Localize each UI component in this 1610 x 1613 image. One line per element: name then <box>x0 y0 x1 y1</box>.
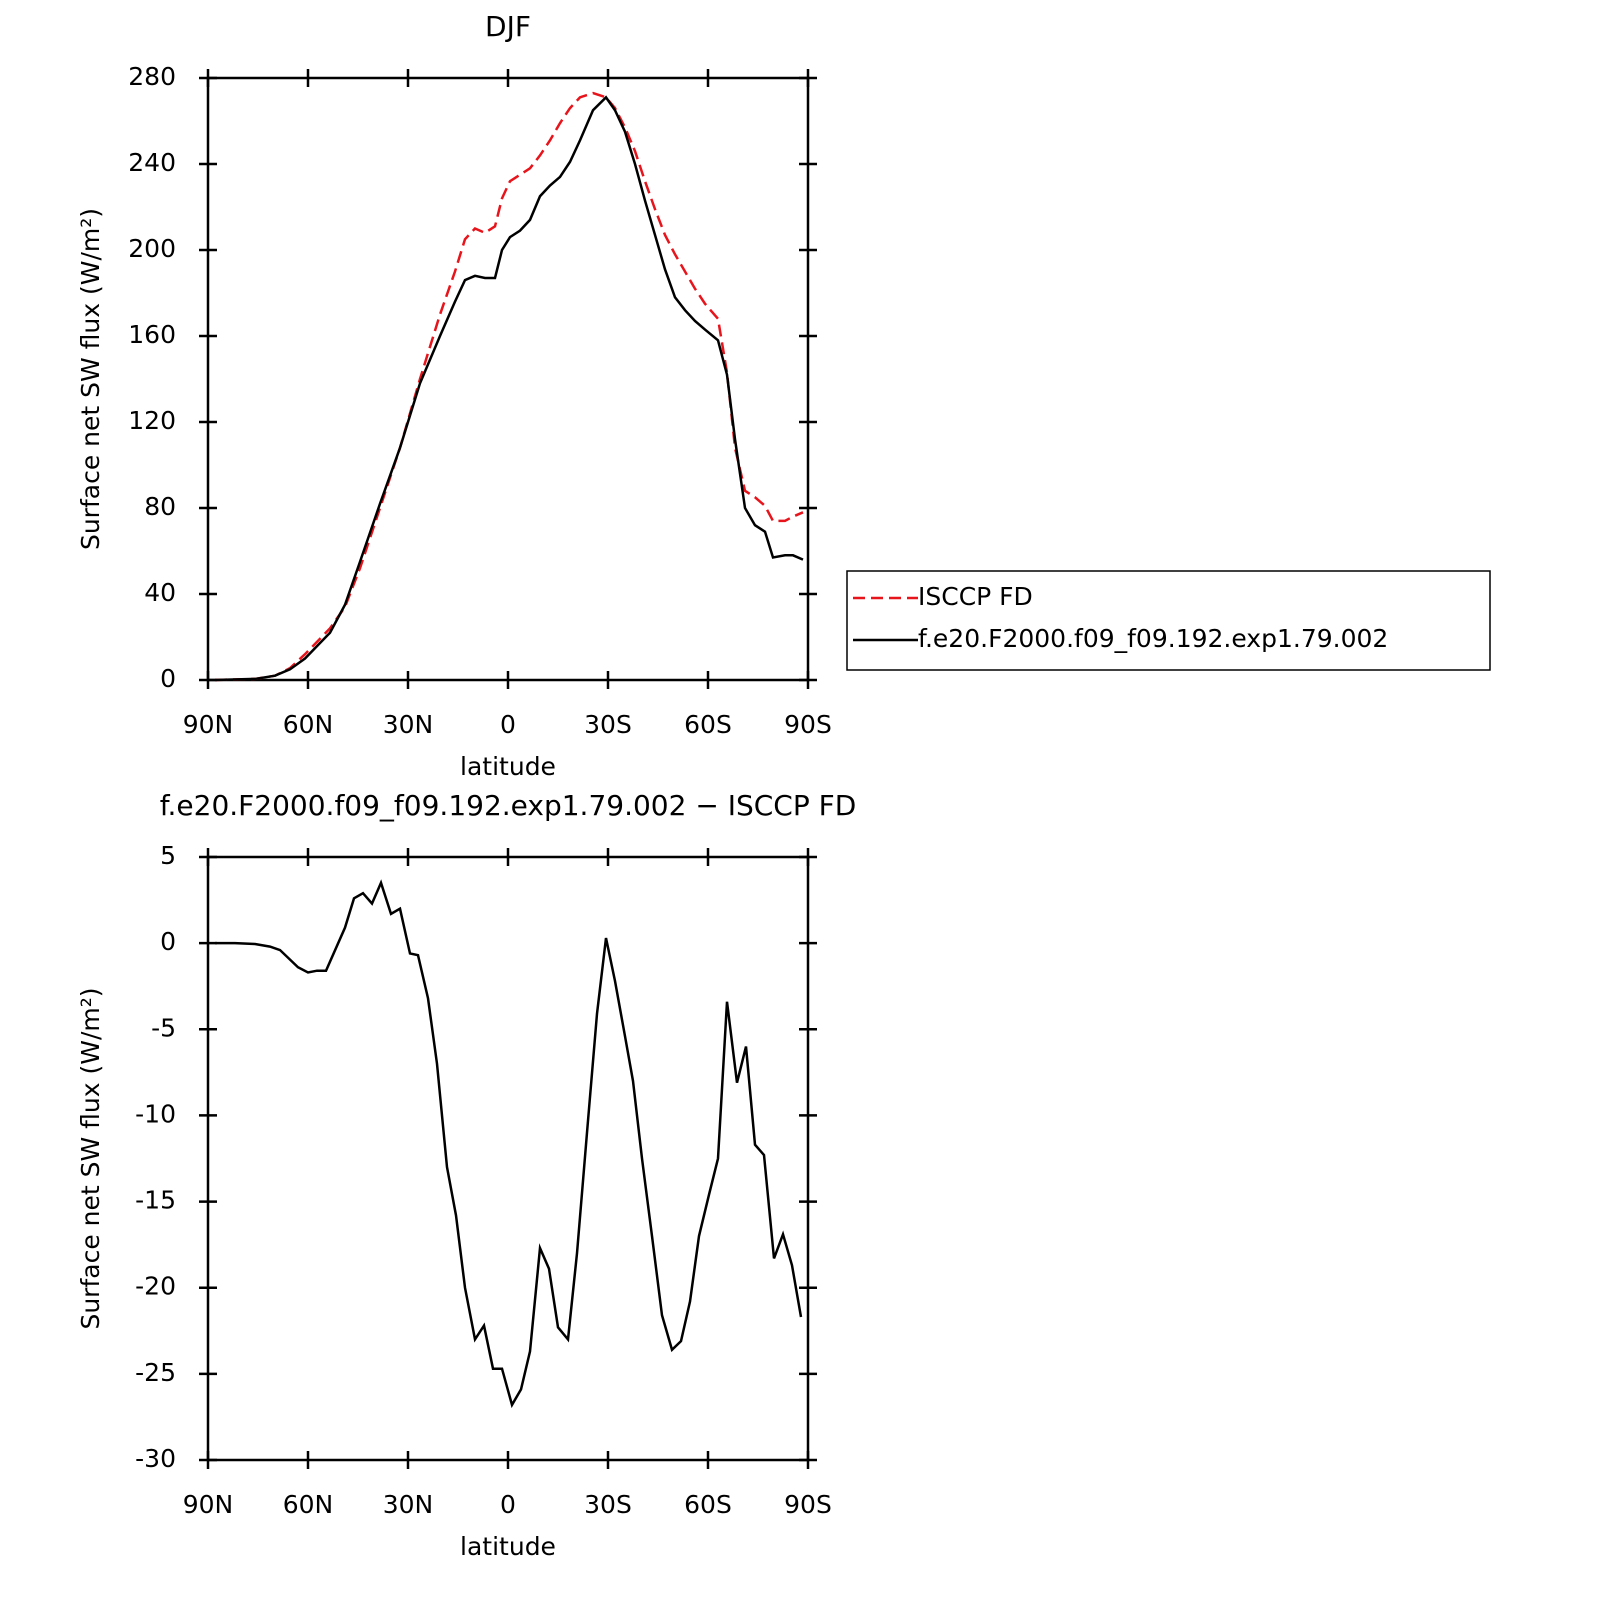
y-tick-label: -30 <box>135 1444 176 1473</box>
y-tick-label: 0 <box>160 664 176 693</box>
legend-box <box>846 570 1491 671</box>
x-tick-label: 60S <box>684 1490 732 1519</box>
y-tick-label: 240 <box>128 148 176 177</box>
y-tick-label: 5 <box>160 841 176 870</box>
chart-title: DJF <box>485 10 531 43</box>
y-axis-label: Surface net SW flux (W/m²) <box>76 987 105 1329</box>
x-tick-label: 90N <box>183 710 234 739</box>
x-tick-label: 30N <box>383 710 434 739</box>
y-tick-label: 160 <box>128 320 176 349</box>
x-tick-label: 30S <box>584 710 632 739</box>
x-tick-label: 60N <box>283 1490 334 1519</box>
plot-frame <box>206 76 810 682</box>
y-tick-label: 120 <box>128 406 176 435</box>
x-tick-label: 60S <box>684 710 732 739</box>
chart-title: f.e20.F2000.f09_f09.192.exp1.79.002 − IS… <box>160 789 857 822</box>
series-line <box>214 95 804 682</box>
series-line <box>215 879 803 1409</box>
legend-label: ISCCP FD <box>918 582 1033 611</box>
y-tick-label: 40 <box>144 578 176 607</box>
y-tick-label: -20 <box>135 1272 176 1301</box>
x-axis-label: latitude <box>460 752 556 781</box>
y-tick-label: 80 <box>144 492 176 521</box>
y-tick-label: -25 <box>135 1358 176 1387</box>
x-tick-label: 0 <box>500 1490 516 1519</box>
x-tick-label: 90S <box>784 710 832 739</box>
y-axis-label: Surface net SW flux (W/m²) <box>76 208 105 550</box>
series-line <box>214 91 804 682</box>
y-tick-label: -5 <box>151 1013 176 1042</box>
y-tick-label: 200 <box>128 234 176 263</box>
x-tick-label: 30S <box>584 1490 632 1519</box>
y-tick-label: 0 <box>160 927 176 956</box>
y-tick-label: -10 <box>135 1099 176 1128</box>
x-axis-label: latitude <box>460 1532 556 1561</box>
x-tick-label: 30N <box>383 1490 434 1519</box>
x-tick-label: 90S <box>784 1490 832 1519</box>
y-tick-label: 280 <box>128 62 176 91</box>
x-tick-label: 0 <box>500 710 516 739</box>
x-tick-label: 60N <box>283 710 334 739</box>
x-tick-label: 90N <box>183 1490 234 1519</box>
y-tick-label: -15 <box>135 1186 176 1215</box>
legend-label: f.e20.F2000.f09_f09.192.exp1.79.002 <box>918 624 1388 653</box>
